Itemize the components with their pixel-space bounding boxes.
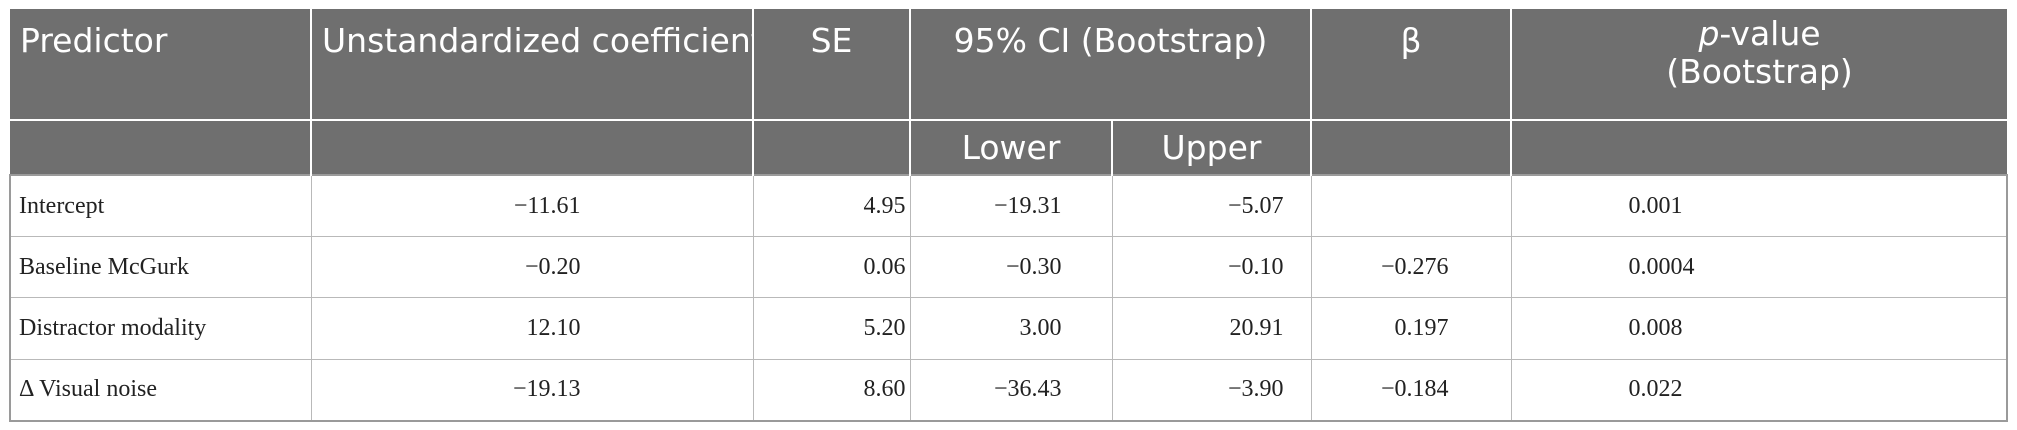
cell-coef: −0.20 [310,236,754,299]
cell-predictor: Intercept [9,174,312,238]
subheader-upper: Upper [1112,119,1312,175]
cell-upper: −0.10 [1111,236,1312,299]
header-ci: 95% CI (Bootstrap) [910,9,1312,120]
cell-lower: 3.00 [909,297,1113,360]
header-p-line2: (Bootstrap) [1666,52,1853,91]
header-predictor: Predictor [10,9,312,120]
header-se: SE [753,9,911,120]
subheader-lower: Lower [910,119,1113,175]
cell-coef: 12.10 [310,297,754,360]
header-beta: β [1311,9,1512,120]
table-row: Intercept −11.61 4.95 −19.31 −5.07 0.001 [9,174,2008,238]
cell-se: 5.20 [752,297,911,360]
cell-predictor: Δ Visual noise [9,358,312,422]
cell-se: 8.60 [752,358,911,422]
table-row: Distractor modality 12.10 5.20 3.00 20.9… [9,297,2008,360]
cell-se: 0.06 [752,236,911,299]
cell-predictor: Baseline McGurk [9,236,312,299]
header-p-italic: p [1698,14,1720,53]
cell-upper: −5.07 [1111,174,1312,238]
cell-beta: 0.197 [1310,297,1512,360]
cell-predictor: Distractor modality [9,297,312,360]
cell-beta: −0.184 [1310,358,1512,422]
subheader-blank-predictor [10,119,312,175]
cell-lower: −19.31 [909,174,1113,238]
subheader-blank-unstandardized [311,119,754,175]
subheader-blank-se [753,119,911,175]
cell-upper: −3.90 [1111,358,1312,422]
table-row: Δ Visual noise −19.13 8.60 −36.43 −3.90 … [9,358,2008,422]
cell-coef: −11.61 [310,174,754,238]
header-p-value: p-value (Bootstrap) [1511,9,2007,120]
subheader-row: Lower Upper [10,119,2007,175]
cell-se: 4.95 [752,174,911,238]
cell-beta: −0.276 [1310,236,1512,299]
cell-p: 0.0004 [1510,236,2008,299]
cell-p: 0.001 [1510,174,2008,238]
header-unstandardized: Unstandardized coefficients [311,9,754,120]
cell-p: 0.022 [1510,358,2008,422]
regression-table: Predictor Unstandardized coefficients SE… [9,9,2008,422]
cell-lower: −0.30 [909,236,1113,299]
cell-coef: −19.13 [310,358,754,422]
table-row: Baseline McGurk −0.20 0.06 −0.30 −0.10 −… [9,236,2008,299]
cell-p: 0.008 [1510,297,2008,360]
header-p-rest: -value [1719,14,1821,53]
cell-lower: −36.43 [909,358,1113,422]
cell-beta [1310,174,1512,238]
cell-upper: 20.91 [1111,297,1312,360]
header-row: Predictor Unstandardized coefficients SE… [10,9,2007,120]
subheader-blank-p [1511,119,2007,175]
subheader-blank-beta [1311,119,1512,175]
